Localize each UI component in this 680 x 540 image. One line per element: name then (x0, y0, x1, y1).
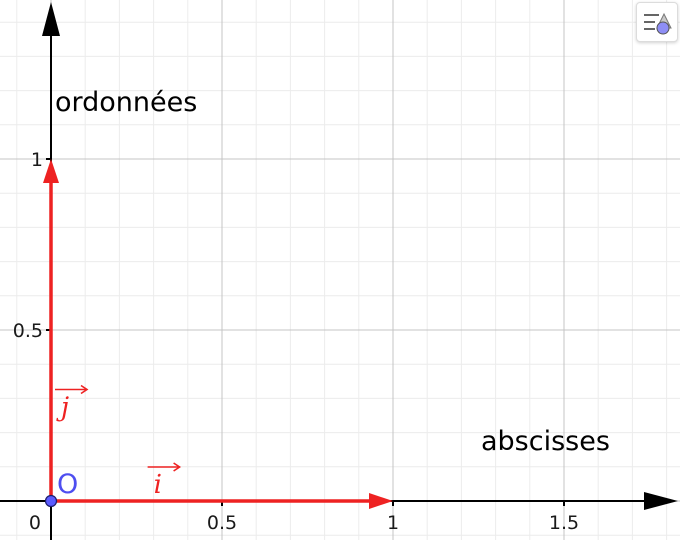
x-tick-label: 1.5 (549, 512, 579, 534)
vector-j-notation-arrowhead (80, 384, 89, 395)
x-tick-label: 0.5 (207, 512, 237, 534)
origin-tick-label: 0 (29, 512, 41, 534)
x-tick-label: 1 (387, 512, 399, 534)
vector-i-label: i (147, 462, 182, 500)
point-O[interactable] (44, 494, 58, 508)
y-axis-arrowhead (42, 2, 60, 36)
x-axis-label: abscisses (481, 426, 610, 457)
vector-i-notation-arrowhead (173, 462, 182, 472)
axis-ticks: 0.511.522.533.50.511.522.50 (13, 149, 579, 534)
vector-j-name: j (56, 393, 69, 423)
vector-i-arrowhead (369, 493, 393, 509)
x-axis-arrowhead (644, 492, 678, 510)
vector-i-name: i (154, 470, 162, 500)
vectors (43, 159, 393, 509)
vector-j-arrowhead (43, 159, 59, 183)
style-bar-icon (644, 12, 672, 35)
points[interactable]: OMxy (44, 0, 680, 508)
vector-j-label: j (55, 384, 89, 423)
point-O-label: O (57, 469, 78, 500)
y-axis-label: ordonnées (55, 87, 197, 118)
y-tick-label: 1 (31, 149, 43, 171)
style-bar-toggle-button[interactable] (636, 2, 678, 42)
y-tick-label: 0.5 (13, 320, 43, 342)
